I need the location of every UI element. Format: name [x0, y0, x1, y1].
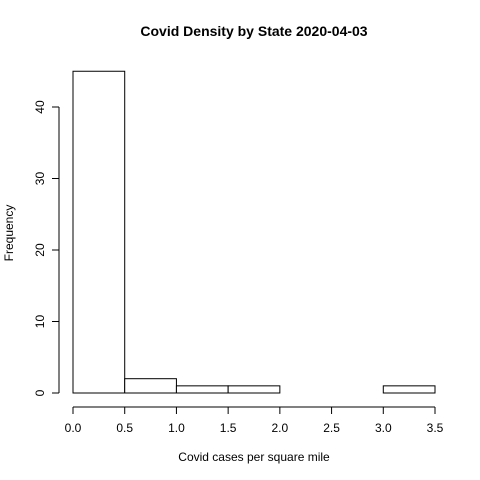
histogram-bar-1 — [125, 379, 177, 393]
histogram-bar-0 — [73, 71, 125, 393]
x-tick-label: 2.0 — [272, 421, 289, 435]
x-tick-label: 3.5 — [427, 421, 444, 435]
x-axis: 0.0 0.5 1.0 1.5 2.0 2.5 3.0 3.5 — [65, 407, 444, 435]
x-axis-label: Covid cases per square mile — [178, 450, 330, 464]
chart-title: Covid Density by State 2020-04-03 — [140, 23, 367, 39]
y-axis: 0 10 20 30 40 — [33, 100, 59, 396]
histogram-bar-6 — [383, 386, 435, 393]
y-tick-label: 30 — [33, 172, 47, 186]
y-tick-label: 20 — [33, 243, 47, 257]
histogram-bar-3 — [228, 386, 280, 393]
x-tick-label: 2.5 — [323, 421, 340, 435]
bars-group — [73, 71, 435, 393]
x-tick-label: 3.0 — [375, 421, 392, 435]
y-tick-label: 40 — [33, 100, 47, 114]
x-tick-label: 0.0 — [65, 421, 82, 435]
y-axis-label: Frequency — [2, 205, 16, 262]
x-tick-label: 1.5 — [220, 421, 237, 435]
y-tick-label: 10 — [33, 315, 47, 329]
y-tick-label: 0 — [33, 389, 47, 396]
x-tick-label: 1.0 — [168, 421, 185, 435]
histogram-bar-2 — [176, 386, 228, 393]
x-tick-label: 0.5 — [116, 421, 133, 435]
